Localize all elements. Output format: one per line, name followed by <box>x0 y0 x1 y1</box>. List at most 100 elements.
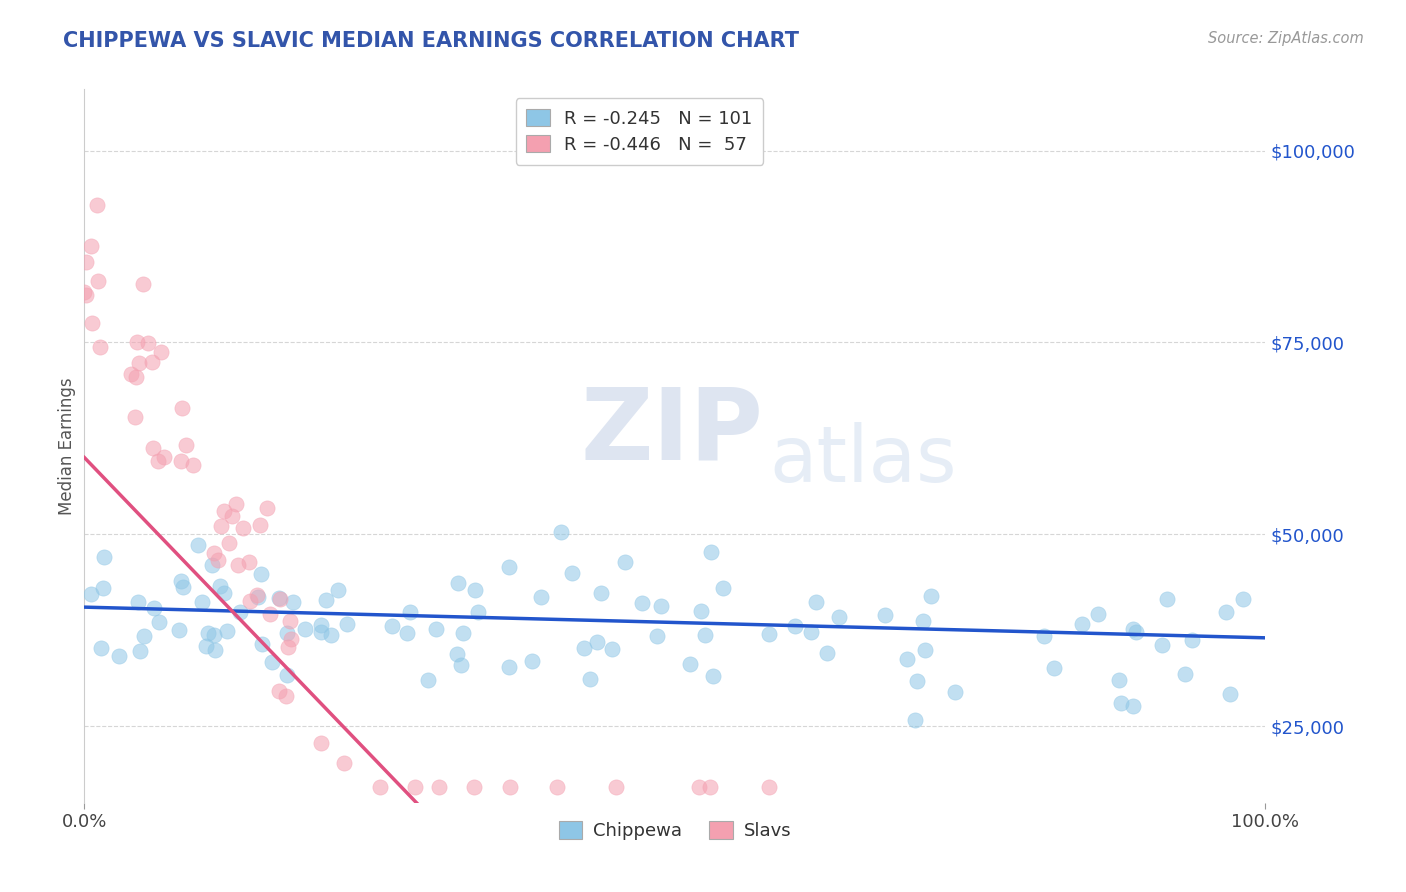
Point <box>520 654 543 668</box>
Point <box>172 580 194 594</box>
Point <box>1122 698 1144 713</box>
Point <box>464 583 486 598</box>
Point <box>238 555 260 569</box>
Point <box>446 647 468 661</box>
Point <box>191 595 214 609</box>
Point <box>148 615 170 629</box>
Point <box>149 345 172 359</box>
Point <box>269 684 291 698</box>
Point <box>1174 666 1197 681</box>
Point <box>218 536 240 550</box>
Point <box>246 588 269 602</box>
Point <box>1181 632 1204 647</box>
Point <box>89 339 111 353</box>
Point <box>806 595 828 609</box>
Point <box>650 599 672 614</box>
Point <box>579 672 602 686</box>
Point <box>232 521 254 535</box>
Point <box>87 274 110 288</box>
Point <box>93 550 115 565</box>
Point <box>550 524 572 539</box>
Point <box>427 780 450 795</box>
Point <box>631 596 654 610</box>
Point <box>75 288 97 302</box>
Point <box>187 538 209 552</box>
Point <box>828 610 851 624</box>
Point <box>920 589 942 603</box>
Point <box>1156 591 1178 606</box>
Point <box>800 625 823 640</box>
Point <box>328 582 350 597</box>
Point <box>905 674 928 689</box>
Point <box>404 780 426 795</box>
Point <box>446 575 468 590</box>
Point <box>425 622 447 636</box>
Point <box>262 656 284 670</box>
Point <box>785 619 807 633</box>
Point <box>690 604 713 618</box>
Point <box>1087 607 1109 621</box>
Point <box>911 614 934 628</box>
Point <box>336 617 359 632</box>
Point <box>815 646 838 660</box>
Point <box>711 581 734 595</box>
Point <box>943 684 966 698</box>
Point <box>758 626 780 640</box>
Point <box>914 642 936 657</box>
Point <box>73 285 96 299</box>
Point <box>170 401 193 416</box>
Point <box>197 626 219 640</box>
Point <box>1070 617 1092 632</box>
Point <box>309 625 332 640</box>
Point <box>169 624 191 638</box>
Point <box>124 410 146 425</box>
Point <box>904 714 927 728</box>
Point <box>80 316 103 330</box>
Point <box>202 546 225 560</box>
Text: atlas: atlas <box>769 422 957 499</box>
Point <box>381 619 404 633</box>
Point <box>561 566 583 581</box>
Point <box>259 607 281 622</box>
Point <box>700 545 723 559</box>
Point <box>148 454 170 468</box>
Point <box>1032 629 1054 643</box>
Point <box>209 519 232 533</box>
Point <box>229 605 252 619</box>
Point <box>498 560 520 574</box>
Point <box>1215 605 1237 619</box>
Point <box>181 458 204 473</box>
Point <box>396 625 419 640</box>
Point <box>225 498 247 512</box>
Point <box>215 624 238 638</box>
Point <box>467 605 489 619</box>
Point <box>600 641 623 656</box>
Point <box>152 450 174 464</box>
Point <box>647 629 669 643</box>
Point <box>572 641 595 656</box>
Point <box>134 629 156 643</box>
Point <box>141 355 163 369</box>
Point <box>315 593 337 607</box>
Point <box>688 780 710 795</box>
Point <box>247 590 270 604</box>
Point <box>128 644 150 658</box>
Y-axis label: Median Earnings: Median Earnings <box>58 377 76 515</box>
Point <box>212 504 235 518</box>
Point <box>1219 687 1241 701</box>
Point <box>758 780 780 795</box>
Point <box>702 669 724 683</box>
Point <box>176 437 198 451</box>
Point <box>1125 625 1147 640</box>
Point <box>202 628 225 642</box>
Point <box>214 586 236 600</box>
Text: Source: ZipAtlas.com: Source: ZipAtlas.com <box>1208 31 1364 46</box>
Point <box>256 500 278 515</box>
Point <box>194 639 217 653</box>
Point <box>450 658 472 673</box>
Point <box>276 640 298 654</box>
Point <box>75 255 97 269</box>
Point <box>207 552 229 566</box>
Point <box>80 238 103 252</box>
Point <box>498 660 520 674</box>
